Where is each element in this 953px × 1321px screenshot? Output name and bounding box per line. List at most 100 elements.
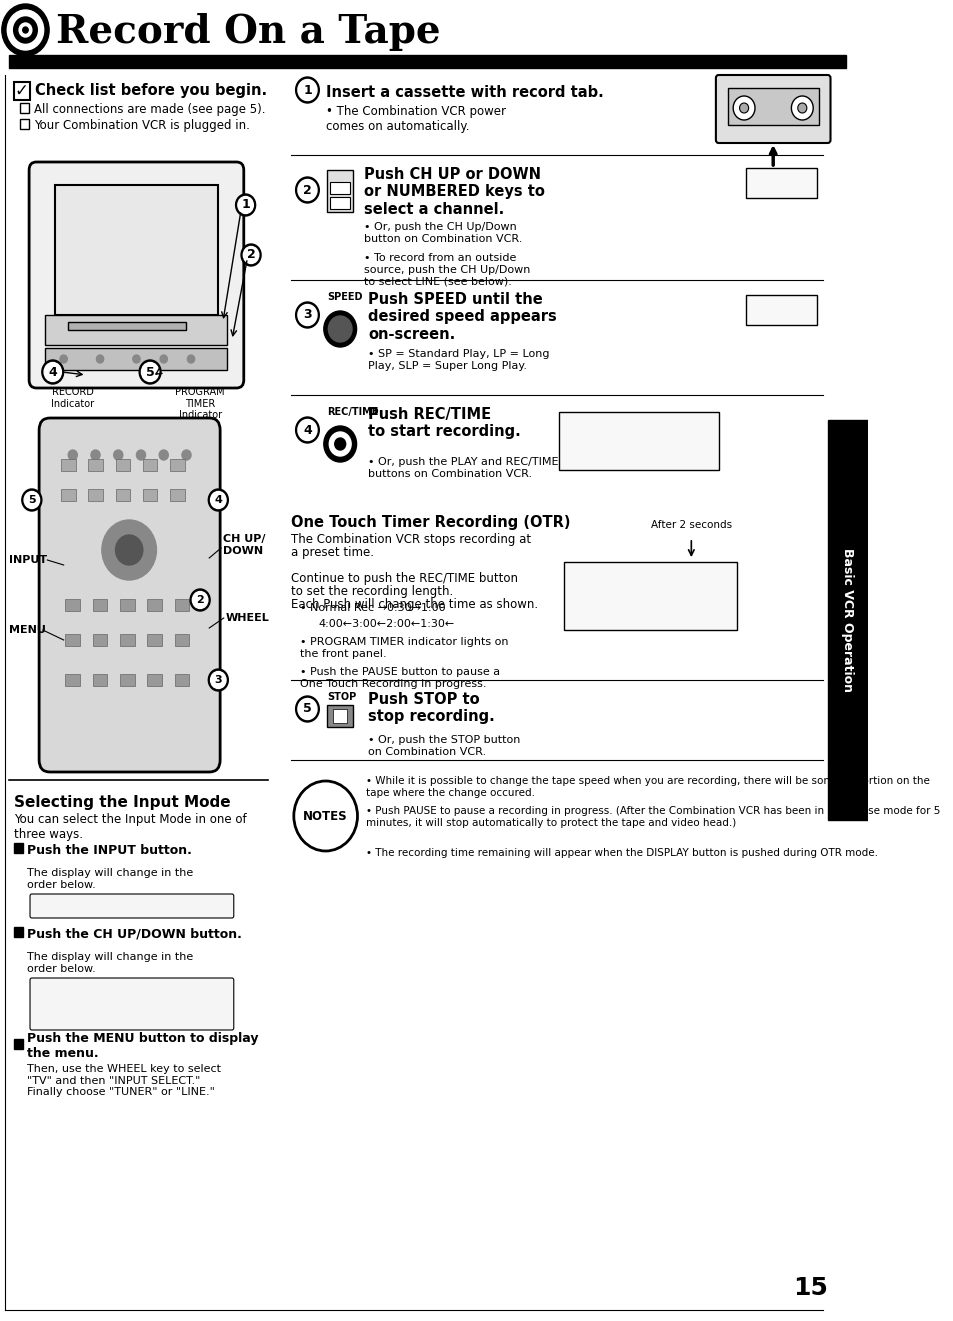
Text: 1: 1 [241,198,250,211]
Text: TO SET SPECIFIC REC TIME: TO SET SPECIFIC REC TIME [567,614,659,620]
Bar [330,182,350,194]
Circle shape [295,303,319,328]
Text: 4: 4 [49,366,57,379]
Bar [170,489,185,501]
Bar [13,927,23,937]
Text: →Channel Number →LINE: →Channel Number →LINE [66,904,197,913]
Bar [143,489,157,501]
Text: WNET: WNET [700,569,729,580]
Circle shape [159,450,168,460]
Bar [66,674,80,686]
Circle shape [243,247,258,263]
Text: REC: REC [568,421,601,437]
Bar [66,598,80,612]
Text: 5: 5 [146,366,154,379]
Bar [147,674,162,686]
Circle shape [297,305,316,325]
Text: ▼: ▼ [336,198,344,207]
Text: 2: 2 [196,594,204,605]
Text: • Or, push the STOP button
on Combination VCR.: • Or, push the STOP button on Combinatio… [368,734,520,757]
Text: The display will change in the
order below.: The display will change in the order bel… [28,868,193,889]
Text: • The Combination VCR power
comes on automatically.: • The Combination VCR power comes on aut… [325,104,505,133]
Text: a preset time.: a preset time. [291,546,374,559]
Circle shape [237,197,253,214]
Text: • Push PAUSE to pause a recording in progress. (After the Combination VCR has be: • Push PAUSE to pause a recording in pro… [365,806,939,827]
Text: Your Combination VCR is plugged in.: Your Combination VCR is plugged in. [33,119,250,132]
Circle shape [19,22,31,37]
Circle shape [193,592,208,609]
Text: One Touch Timer Recording (OTR): One Touch Timer Recording (OTR) [291,515,570,530]
Circle shape [295,77,319,103]
Text: Push SPEED until the
desired speed appears
on-screen.: Push SPEED until the desired speed appea… [368,292,557,342]
Text: Push the INPUT button.: Push the INPUT button. [28,844,192,856]
Text: INPUT: INPUT [10,555,47,565]
Bar [20,119,30,129]
Text: Basic VCR Operation: Basic VCR Operation [841,548,853,692]
Circle shape [102,520,156,580]
Text: stop recording.: stop recording. [368,709,495,724]
Circle shape [297,180,316,201]
Bar [558,412,718,470]
Text: • PROGRAM TIMER indicator lights on
the front panel.: • PROGRAM TIMER indicator lights on the … [300,637,508,659]
Bar [115,458,130,472]
Text: The display will change in the
order below.: The display will change in the order bel… [28,952,193,974]
Text: (CATV)  (CATV)  (TV): (CATV) (CATV) (TV) [79,1001,184,1011]
Bar [330,197,350,209]
Text: 3: 3 [214,675,222,686]
Text: Push STOP to: Push STOP to [368,692,479,707]
Circle shape [335,439,345,450]
Bar [54,185,218,314]
Circle shape [42,361,64,384]
Circle shape [23,26,29,33]
Bar [147,598,162,612]
Circle shape [297,699,316,720]
Circle shape [323,310,356,347]
Bar [61,489,75,501]
Circle shape [208,489,228,511]
Text: 4: 4 [214,495,222,505]
Text: 2—3: 2—3 [120,987,144,997]
Bar [88,458,103,472]
Text: 5: 5 [28,495,35,505]
Text: 4:00←3:00←2:00←1:30←: 4:00←3:00←2:00←1:30← [318,620,455,629]
Bar [120,634,134,646]
Text: 15: 15 [792,1276,827,1300]
FancyBboxPatch shape [30,894,233,918]
Bar [327,705,353,727]
FancyBboxPatch shape [30,978,233,1030]
Text: 5: 5 [303,703,312,716]
Text: 2: 2 [247,248,255,262]
Circle shape [141,362,158,382]
Text: Push the CH UP/DOWN button.: Push the CH UP/DOWN button. [28,927,242,941]
Circle shape [211,491,226,509]
Bar [174,634,189,646]
Circle shape [297,420,316,440]
Text: Continue to push the REC/TIME button: Continue to push the REC/TIME button [291,572,517,585]
Bar [727,89,818,125]
Circle shape [328,316,352,342]
Text: 2: 2 [303,184,312,197]
Bar [745,168,816,198]
Circle shape [136,450,146,460]
Text: WHEEL: WHEEL [225,613,269,624]
Text: 02: 02 [690,421,713,440]
Circle shape [160,355,167,363]
Text: Each Push will change the time as shown.: Each Push will change the time as shown. [291,598,537,612]
Bar [66,634,80,646]
Circle shape [69,450,77,460]
Text: The Combination VCR stops recording at: The Combination VCR stops recording at [291,532,531,546]
Bar [120,598,134,612]
Circle shape [13,17,37,44]
Bar [563,561,736,630]
Bar [92,634,108,646]
Text: 4: 4 [303,424,312,436]
Bar [147,634,162,646]
Bar [170,458,185,472]
Circle shape [208,668,228,691]
Circle shape [235,194,255,217]
Text: 02: 02 [767,173,794,193]
Circle shape [2,4,49,55]
Text: • Normal Rec →0:30→1:00: • Normal Rec →0:30→1:00 [300,602,445,613]
Text: SLP: SLP [768,303,793,317]
Text: ✓: ✓ [15,82,29,100]
